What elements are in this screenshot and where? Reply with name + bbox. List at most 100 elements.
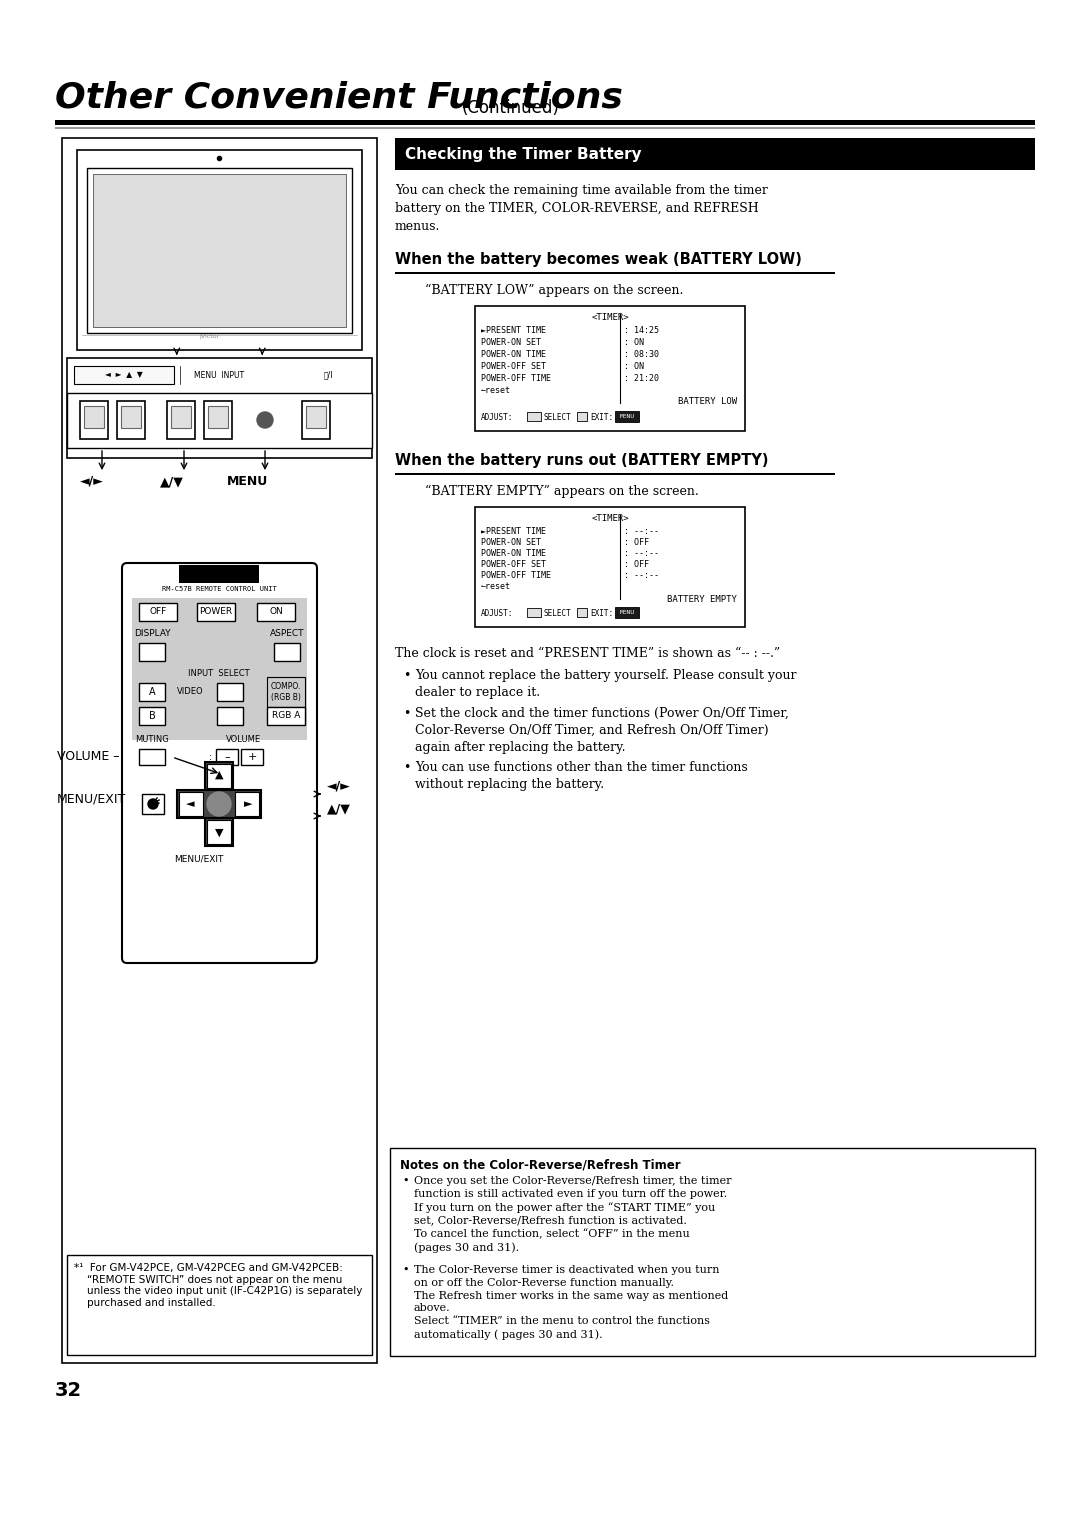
- Text: When the battery runs out (BATTERY EMPTY): When the battery runs out (BATTERY EMPTY…: [395, 453, 769, 468]
- Text: MENU  INPUT: MENU INPUT: [194, 371, 244, 380]
- Text: ASPECT: ASPECT: [270, 629, 305, 638]
- Bar: [615, 606, 639, 619]
- Bar: [306, 406, 326, 429]
- Text: –: –: [225, 752, 230, 762]
- Bar: [217, 707, 243, 726]
- Text: ⏻/I: ⏻/I: [324, 371, 334, 380]
- Text: VIDEO: VIDEO: [177, 687, 204, 697]
- FancyBboxPatch shape: [122, 563, 318, 963]
- Bar: [577, 608, 588, 617]
- Text: You cannot replace the battery yourself. Please consult your
dealer to replace i: You cannot replace the battery yourself.…: [415, 669, 797, 700]
- Bar: [84, 406, 104, 429]
- Text: : ON: : ON: [624, 361, 644, 371]
- Bar: [62, 138, 377, 1363]
- Bar: [87, 168, 352, 334]
- Bar: [208, 406, 228, 429]
- Text: The Color-Reverse timer is deactivated when you turn
on or off the Color-Reverse: The Color-Reverse timer is deactivated w…: [414, 1265, 728, 1340]
- Text: VOLUME –: VOLUME –: [57, 750, 120, 764]
- Text: : 08:30: : 08:30: [624, 351, 659, 358]
- Bar: [527, 608, 541, 617]
- Bar: [171, 406, 191, 429]
- Bar: [167, 401, 195, 439]
- Bar: [274, 643, 300, 661]
- Text: •: •: [403, 669, 410, 681]
- Text: POWER-OFF SET: POWER-OFF SET: [481, 560, 546, 570]
- Bar: [615, 410, 639, 423]
- Bar: [139, 643, 165, 661]
- Text: ↼reset: ↼reset: [481, 582, 511, 591]
- Text: : OFF: : OFF: [624, 560, 649, 570]
- Bar: [235, 792, 259, 816]
- Text: ▲/▼: ▲/▼: [327, 802, 351, 816]
- Text: POWER-ON SET: POWER-ON SET: [481, 537, 541, 547]
- Text: ◄/►: ◄/►: [327, 779, 351, 793]
- Bar: [55, 127, 1035, 129]
- Text: ◄/►: ◄/►: [80, 475, 104, 488]
- Text: MENU/EXIT: MENU/EXIT: [57, 793, 126, 805]
- Text: MENU: MENU: [620, 609, 635, 615]
- Text: A: A: [149, 687, 156, 697]
- Text: •: •: [403, 761, 410, 775]
- Text: •: •: [403, 707, 410, 720]
- Text: ADJUST:: ADJUST:: [481, 413, 513, 423]
- Text: ◄: ◄: [186, 799, 194, 808]
- Text: ▼: ▼: [215, 828, 224, 837]
- Text: : --:--: : --:--: [624, 550, 659, 557]
- Text: VOLUME: VOLUME: [227, 735, 261, 744]
- Text: SELECT: SELECT: [543, 413, 570, 423]
- Text: You can check the remaining time available from the timer
battery on the TIMER, : You can check the remaining time availab…: [395, 184, 768, 233]
- Bar: [132, 599, 307, 678]
- Bar: [302, 401, 330, 439]
- Text: Notes on the Color-Reverse/Refresh Timer: Notes on the Color-Reverse/Refresh Timer: [400, 1157, 680, 1171]
- Text: ◄  ►  ▲  ▼: ◄ ► ▲ ▼: [105, 371, 143, 380]
- Text: Checking the Timer Battery: Checking the Timer Battery: [405, 147, 642, 161]
- Text: *¹  For GM-V42PCE, GM-V42PCEG and GM-V42PCEB:
    “REMOTE SWITCH” does not appea: *¹ For GM-V42PCE, GM-V42PCEG and GM-V42P…: [75, 1263, 363, 1307]
- Text: ↼reset: ↼reset: [481, 386, 511, 395]
- Text: RGB A: RGB A: [272, 712, 300, 721]
- Text: JVictor: JVictor: [199, 334, 219, 338]
- Text: MENU: MENU: [620, 413, 635, 419]
- Bar: [205, 762, 233, 847]
- Bar: [216, 749, 238, 766]
- Text: POWER: POWER: [200, 608, 232, 617]
- Bar: [390, 1148, 1035, 1356]
- Text: ►: ►: [244, 799, 253, 808]
- Bar: [75, 366, 174, 384]
- Bar: [93, 175, 346, 328]
- Text: The clock is reset and “PRESENT TIME” is shown as “-- : --.”: The clock is reset and “PRESENT TIME” is…: [395, 648, 780, 660]
- Bar: [121, 406, 141, 429]
- Text: : 21:20: : 21:20: [624, 374, 659, 383]
- Text: BATTERY LOW: BATTERY LOW: [678, 397, 737, 406]
- Text: POWER-ON TIME: POWER-ON TIME: [481, 550, 546, 557]
- Text: ADJUST:: ADJUST:: [481, 609, 513, 619]
- Text: Set the clock and the timer functions (Power On/Off Timer,
Color-Reverse On/Off : Set the clock and the timer functions (P…: [415, 707, 788, 753]
- Bar: [139, 749, 165, 766]
- Bar: [177, 790, 261, 818]
- Text: OFF: OFF: [149, 608, 166, 617]
- Text: “BATTERY EMPTY” appears on the screen.: “BATTERY EMPTY” appears on the screen.: [426, 485, 699, 498]
- Circle shape: [257, 412, 273, 429]
- Bar: [80, 401, 108, 439]
- Bar: [395, 138, 1035, 170]
- Text: ON: ON: [269, 608, 283, 617]
- Text: MUTING: MUTING: [135, 735, 168, 744]
- Text: INPUT  SELECT: INPUT SELECT: [188, 669, 249, 678]
- Bar: [139, 603, 177, 622]
- Text: RM-C57B REMOTE CONTROL UNIT: RM-C57B REMOTE CONTROL UNIT: [162, 586, 276, 592]
- Bar: [207, 764, 231, 788]
- Bar: [527, 412, 541, 421]
- Text: B: B: [149, 710, 156, 721]
- Bar: [197, 603, 235, 622]
- Text: : OFF: : OFF: [624, 537, 649, 547]
- Text: DISPLAY: DISPLAY: [134, 629, 171, 638]
- Text: : 14:25: : 14:25: [624, 326, 659, 335]
- Bar: [139, 707, 165, 726]
- Text: ►PRESENT TIME: ►PRESENT TIME: [481, 326, 546, 335]
- Bar: [179, 565, 259, 583]
- Text: POWER-ON SET: POWER-ON SET: [481, 338, 541, 348]
- Text: When the battery becomes weak (BATTERY LOW): When the battery becomes weak (BATTERY L…: [395, 253, 801, 266]
- Text: : --:--: : --:--: [624, 571, 659, 580]
- Bar: [204, 401, 232, 439]
- Text: :: :: [210, 752, 213, 762]
- Text: MENU/EXIT: MENU/EXIT: [174, 854, 224, 863]
